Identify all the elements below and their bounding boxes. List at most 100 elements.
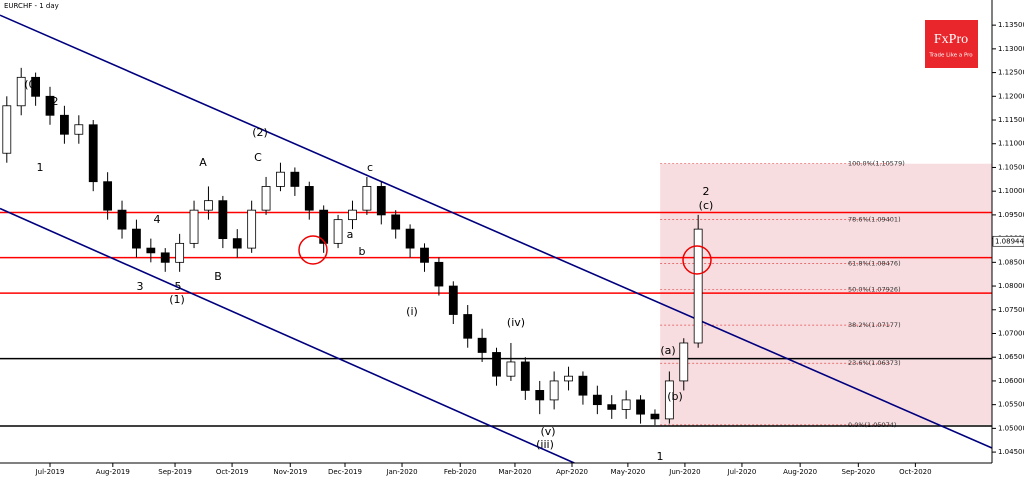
candle-body — [362, 186, 372, 211]
y-tick-label: 1.12000 — [998, 92, 1024, 100]
candle-body — [247, 209, 257, 249]
fib-label: 100.0%(1.10579) — [848, 160, 905, 168]
candle-body — [636, 399, 645, 415]
candle-body — [204, 200, 213, 211]
wave-label: (v) — [540, 425, 555, 438]
x-tick-label: Aug-2019 — [96, 468, 130, 476]
x-tick-label: Oct-2020 — [899, 468, 931, 476]
wave-label: B — [214, 270, 222, 283]
candle-body — [549, 380, 559, 401]
wave-label: (c) — [699, 199, 714, 212]
candle-body — [650, 413, 660, 420]
candle-body — [420, 247, 429, 263]
x-tick-label: Aug-2020 — [783, 468, 817, 476]
candle-body — [607, 404, 617, 410]
wave-label: 1 — [37, 161, 44, 174]
candle-body — [304, 186, 314, 211]
x-tick-label: Apr-2020 — [556, 468, 588, 476]
fib-label: 50.0%(1.07926) — [848, 286, 901, 294]
wave-label: 4 — [154, 213, 161, 226]
candle-body — [103, 181, 113, 211]
candle-body — [564, 375, 573, 382]
candle-body — [175, 242, 185, 263]
fib-label: 23.6%(1.06373) — [848, 359, 901, 367]
candle-body — [88, 124, 98, 183]
wave-label: (1) — [169, 293, 185, 306]
candle-body — [74, 124, 84, 135]
candle-body — [679, 342, 689, 382]
candle-body — [189, 209, 199, 244]
candle-body — [434, 261, 444, 287]
wave-label: 1 — [657, 450, 664, 463]
candle-body — [506, 361, 516, 377]
candle-body — [348, 209, 357, 221]
y-tick-label: 1.12500 — [998, 69, 1024, 77]
candle-body — [477, 337, 487, 353]
candle-body — [592, 394, 602, 406]
y-tick-label: 1.07500 — [998, 306, 1024, 314]
x-tick-label: Jan-2020 — [385, 468, 417, 476]
candle-body — [16, 76, 26, 107]
x-tick-label: Dec-2019 — [328, 468, 362, 476]
y-tick-label: 1.08000 — [998, 282, 1024, 290]
wave-label: 2 — [52, 95, 59, 108]
wave-label: c — [367, 161, 373, 174]
y-tick-label: 1.07000 — [998, 329, 1024, 337]
y-tick-label: 1.09500 — [998, 211, 1024, 219]
channel-line — [0, 14, 992, 449]
y-tick-label: 1.06500 — [998, 353, 1024, 361]
x-tick-label: Feb-2020 — [444, 468, 477, 476]
wave-label: (iii) — [536, 438, 554, 451]
candle-body — [405, 228, 415, 249]
fib-zone — [660, 163, 992, 425]
logo-brand: FxPro — [934, 32, 968, 47]
candle-body — [463, 314, 473, 339]
x-tick-label: Mar-2020 — [498, 468, 531, 476]
candle-body — [520, 361, 530, 391]
candle-body — [31, 76, 41, 97]
candle-body — [376, 186, 386, 216]
candle-body — [60, 114, 69, 135]
fib-label: 38.2%(1.07177) — [848, 321, 901, 329]
y-tick-label: 1.10000 — [998, 187, 1024, 195]
x-tick-label: Nov-2019 — [273, 468, 307, 476]
candle-body — [319, 209, 329, 244]
wave-label: (a) — [660, 344, 675, 357]
candle-body — [232, 238, 242, 249]
candle-body — [448, 285, 458, 315]
y-tick-label: 1.10500 — [998, 163, 1024, 171]
fib-label: 61.8%(1.08476) — [848, 259, 901, 267]
x-tick-label: May-2020 — [611, 468, 646, 476]
channel-line — [0, 207, 575, 463]
y-tick-label: 1.13500 — [998, 21, 1024, 29]
logo — [925, 20, 978, 68]
y-tick-label: 1.13000 — [998, 45, 1024, 53]
wave-label: (2) — [252, 126, 268, 139]
wave-label: (iv) — [507, 316, 525, 329]
y-tick-label: 1.05000 — [998, 424, 1024, 432]
fib-label: 0.0%(1.05074) — [848, 421, 896, 429]
fib-label: 78.6%(1.09401) — [848, 216, 901, 224]
candle-body — [132, 228, 141, 249]
candle-body — [276, 171, 285, 187]
y-tick-label: 1.05500 — [998, 401, 1024, 409]
wave-label: A — [199, 156, 207, 169]
candle-body — [693, 228, 703, 344]
y-tick-label: 1.11000 — [998, 140, 1024, 148]
wave-label: (b) — [667, 390, 683, 403]
candle-body — [117, 209, 127, 230]
candle-body — [2, 105, 12, 154]
candle-body — [160, 252, 170, 263]
y-tick-label: 1.08500 — [998, 258, 1024, 266]
x-tick-label: Jun-2020 — [668, 468, 700, 476]
candle-body — [218, 200, 228, 240]
wave-label: (0) — [24, 78, 40, 91]
y-tick-label: 1.11500 — [998, 116, 1024, 124]
x-tick-label: Sep-2020 — [842, 468, 876, 476]
candle-body — [290, 171, 300, 187]
candle-body — [535, 390, 545, 401]
wave-label: 3 — [137, 280, 144, 293]
candle-body — [333, 219, 343, 244]
